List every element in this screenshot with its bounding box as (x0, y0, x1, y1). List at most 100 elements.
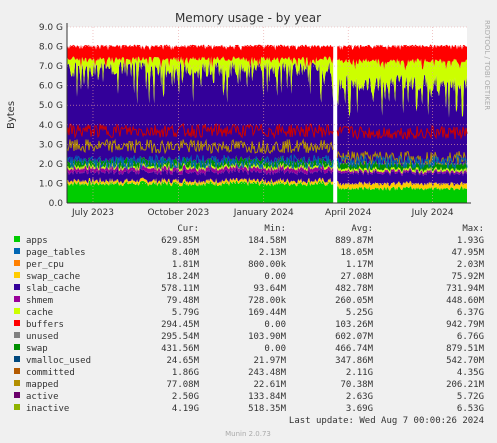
legend-avg: 602.07M (335, 332, 374, 342)
legend-avg: 3.69G (346, 404, 373, 414)
legend-avg: 18.05M (340, 248, 373, 258)
legend-max: 47.95M (451, 248, 484, 258)
footer: Munin 2.0.73 (225, 430, 271, 438)
area-swap_cache-after (337, 180, 467, 191)
legend-avg: 5.25G (346, 308, 373, 318)
y-tick-label: 0.0 (49, 199, 64, 209)
y-tick-label: 8.0 G (39, 43, 63, 53)
legend-cur: 77.08M (166, 380, 199, 390)
legend-avg: 2.63G (346, 392, 373, 402)
y-tick-label: 5.0 G (39, 101, 63, 111)
legend-label: per_cpu (26, 260, 64, 270)
area-apps-before (67, 180, 334, 203)
legend-min: 800.00k (248, 260, 287, 270)
area-buffers-after (337, 44, 467, 71)
legend-cur: 295.54M (161, 332, 200, 342)
legend-avg: 260.05M (335, 296, 374, 306)
legend-max: 75.92M (451, 272, 484, 282)
legend-cur: 4.19G (172, 404, 199, 414)
legend-max: 4.35G (457, 368, 484, 378)
y-tick-label: 6.0 G (39, 82, 63, 92)
legend-swatch (14, 404, 20, 410)
y-tick-label: 7.0 G (39, 62, 63, 72)
legend-cur: 629.85M (161, 236, 200, 246)
legend-min: 22.61M (253, 380, 286, 390)
legend-label: vmalloc_used (26, 356, 91, 366)
legend-header: Avg: (351, 224, 373, 234)
legend-avg: 466.74M (335, 344, 374, 354)
legend-label: apps (26, 236, 48, 246)
area-swap-before (67, 155, 334, 170)
legend-swatch (14, 380, 20, 386)
x-tick-label: April 2024 (325, 208, 372, 218)
legend-min: 184.58M (248, 236, 287, 246)
area-slab_cache-before (67, 167, 334, 184)
legend-swatch (14, 236, 20, 242)
legend-avg: 482.78M (335, 284, 374, 294)
legend-label: page_tables (26, 248, 86, 258)
legend-swatch (14, 272, 20, 278)
legend-label: active (26, 392, 59, 402)
x-tick-label: October 2023 (147, 208, 209, 218)
legend-swatch (14, 284, 20, 290)
line-inactive-after (336, 124, 468, 141)
legend-swatch (14, 344, 20, 350)
y-tick-label: 4.0 G (39, 121, 63, 131)
legend-label: unused (26, 332, 59, 342)
legend-label: slab_cache (26, 284, 80, 294)
legend-swatch (14, 332, 20, 338)
legend-avg: 2.11G (346, 368, 373, 378)
legend-label: swap (26, 344, 48, 354)
y-tick-label: 9.0 G (39, 23, 63, 33)
legend-max: 5.72G (457, 392, 484, 402)
line-committed-before (66, 153, 334, 170)
legend-cur: 5.79G (172, 308, 199, 318)
legend-max: 6.76G (457, 332, 484, 342)
legend-swatch (14, 356, 20, 362)
legend-min: 0.00 (264, 320, 286, 330)
line-active-after (336, 150, 468, 166)
legend-max: 6.53G (457, 404, 484, 414)
line-active-before (66, 138, 334, 155)
legend-avg: 1.17M (346, 260, 374, 270)
legend-avg: 103.26M (335, 320, 374, 330)
legend-label: shmem (26, 296, 53, 306)
legend-avg: 70.38M (340, 380, 373, 390)
legend-cur: 431.56M (161, 344, 200, 354)
legend-min: 169.44M (248, 308, 287, 318)
legend-avg: 27.08M (340, 272, 373, 282)
legend-header: Max: (462, 224, 484, 234)
legend-label: inactive (26, 404, 69, 414)
area-cache-after (337, 74, 467, 167)
legend-cur: 8.40M (172, 248, 200, 258)
area-shmem-after (337, 167, 467, 177)
line-inactive-before (66, 122, 334, 140)
legend-max: 448.60M (446, 296, 485, 306)
legend-label: committed (26, 368, 75, 378)
legend-label: buffers (26, 320, 64, 330)
legend-swatch (14, 248, 20, 254)
chart-title: Memory usage - by year (175, 11, 321, 25)
legend-min: 518.35M (248, 404, 287, 414)
legend-min: 133.84M (248, 392, 287, 402)
legend-min: 93.64M (253, 284, 286, 294)
legend-avg: 347.86M (335, 356, 374, 366)
x-tick-label: January 2024 (233, 208, 294, 218)
legend-cur: 1.86G (172, 368, 199, 378)
legend-swatch (14, 308, 20, 314)
legend-swatch (14, 296, 20, 302)
legend-max: 1.93G (457, 236, 484, 246)
area-cache-after (337, 165, 467, 175)
legend-min: 21.97M (253, 356, 286, 366)
legend-header: Cur: (177, 224, 199, 234)
area-swap_cache-before (67, 177, 334, 187)
legend-min: 103.90M (248, 332, 287, 342)
area-slab_cache-after (337, 169, 467, 187)
legend-label: swap_cache (26, 272, 80, 282)
legend-cur: 2.50G (172, 392, 199, 402)
x-tick-label: July 2023 (71, 208, 114, 218)
legend-cur: 79.48M (166, 296, 199, 306)
legend-min: 728.00k (248, 296, 287, 306)
